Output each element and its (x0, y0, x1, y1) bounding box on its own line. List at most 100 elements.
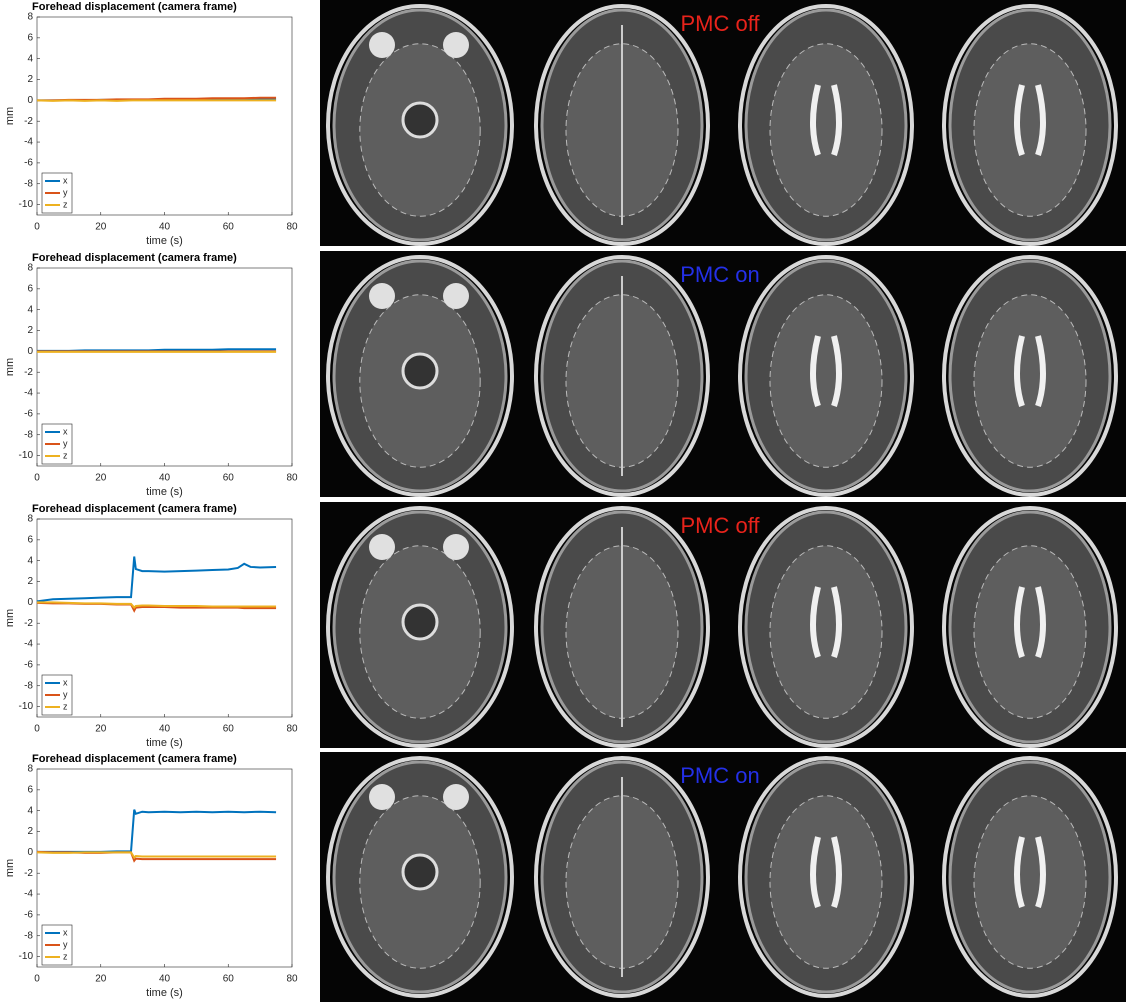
brain-skull (942, 255, 1118, 497)
x-axis-label: time (s) (146, 737, 183, 749)
brain-skull (738, 4, 914, 246)
brain-inner (973, 795, 1087, 969)
brain-skull (942, 506, 1118, 748)
brain-skull (738, 756, 914, 998)
y-tick-label: 6 (27, 283, 33, 294)
ventricle (810, 335, 842, 407)
brain-skull (534, 4, 710, 246)
x-axis-label: time (s) (146, 486, 183, 498)
y-tick-label: 8 (27, 514, 33, 525)
y-tick-label: -10 (19, 199, 34, 210)
legend-label: y (63, 438, 68, 448)
y-tick-label: 6 (27, 784, 33, 795)
y-tick-label: -2 (24, 618, 33, 629)
x-tick-label: 60 (223, 222, 235, 233)
legend-label: x (63, 927, 68, 937)
x-tick-label: 0 (34, 473, 40, 484)
plot-area (36, 768, 293, 968)
x-tick-label: 60 (223, 724, 235, 735)
x-tick-label: 80 (286, 724, 298, 735)
x-axis-label: time (s) (146, 235, 183, 247)
y-axis-label: mm (4, 358, 16, 376)
legend-label: x (63, 677, 68, 687)
y-tick-label: 8 (27, 263, 33, 274)
ventricle (810, 84, 842, 156)
image-annotation: PMC on (680, 262, 759, 287)
brain-skull (326, 506, 514, 748)
y-tick-label: -8 (24, 429, 33, 440)
y-tick-label: 2 (27, 325, 33, 336)
y-tick-label: -8 (24, 680, 33, 691)
plot-area (36, 267, 293, 467)
eye (369, 534, 395, 560)
brain-inner (769, 294, 883, 468)
chart-title: Forehead displacement (camera frame) (32, 753, 237, 765)
y-tick-label: -2 (24, 367, 33, 378)
legend-label: y (63, 689, 68, 699)
eye (369, 784, 395, 810)
y-tick-label: -4 (24, 639, 33, 650)
brainstem (401, 101, 439, 139)
y-tick-label: -4 (24, 388, 33, 399)
brain-inner (769, 795, 883, 969)
y-tick-label: 2 (27, 74, 33, 85)
x-tick-label: 60 (223, 473, 235, 484)
y-tick-label: 4 (27, 304, 33, 315)
brain-skull (738, 506, 914, 748)
eye (443, 283, 469, 309)
x-tick-label: 80 (286, 222, 298, 233)
eye (443, 784, 469, 810)
series-line (36, 99, 277, 102)
ventricle (1014, 335, 1046, 407)
y-tick-label: 4 (27, 805, 33, 816)
brain-inner (769, 43, 883, 217)
series-line (36, 851, 277, 860)
eye (369, 283, 395, 309)
legend-label: z (63, 199, 68, 209)
y-axis-label: mm (4, 859, 16, 877)
legend-label: y (63, 939, 68, 949)
brainstem (401, 853, 439, 891)
y-tick-label: -10 (19, 701, 34, 712)
y-tick-label: -4 (24, 889, 33, 900)
y-tick-label: 0 (27, 346, 33, 357)
image-annotation: PMC off (680, 513, 760, 538)
y-tick-label: -2 (24, 868, 33, 879)
y-tick-label: -8 (24, 178, 33, 189)
plot-area (36, 518, 293, 718)
ventricle (1014, 836, 1046, 908)
y-tick-label: -6 (24, 910, 33, 921)
x-tick-label: 20 (95, 724, 107, 735)
brain-inner (769, 545, 883, 719)
x-tick-label: 40 (159, 473, 171, 484)
y-tick-label: 0 (27, 95, 33, 106)
chart-title: Forehead displacement (camera frame) (32, 503, 237, 515)
plot-area (36, 16, 293, 216)
x-tick-label: 20 (95, 974, 107, 985)
x-tick-label: 80 (286, 974, 298, 985)
legend-label: x (63, 175, 68, 185)
series-line (36, 556, 277, 603)
brainstem (401, 603, 439, 641)
x-tick-label: 20 (95, 473, 107, 484)
y-tick-label: -10 (19, 450, 34, 461)
legend-label: x (63, 426, 68, 436)
y-tick-label: 6 (27, 534, 33, 545)
y-tick-label: 2 (27, 576, 33, 587)
x-tick-label: 20 (95, 222, 107, 233)
y-tick-label: -4 (24, 137, 33, 148)
y-tick-label: -8 (24, 930, 33, 941)
x-axis-label: time (s) (146, 987, 183, 999)
ventricle (810, 836, 842, 908)
x-tick-label: 0 (34, 974, 40, 985)
y-axis-label: mm (4, 609, 16, 627)
series-line (37, 601, 277, 610)
legend-label: z (63, 701, 68, 711)
ventricle (810, 586, 842, 658)
brain-skull (534, 255, 710, 497)
brain-inner (973, 43, 1087, 217)
y-axis-label: mm (4, 107, 16, 125)
legend-label: z (63, 951, 68, 961)
y-tick-label: 4 (27, 53, 33, 64)
